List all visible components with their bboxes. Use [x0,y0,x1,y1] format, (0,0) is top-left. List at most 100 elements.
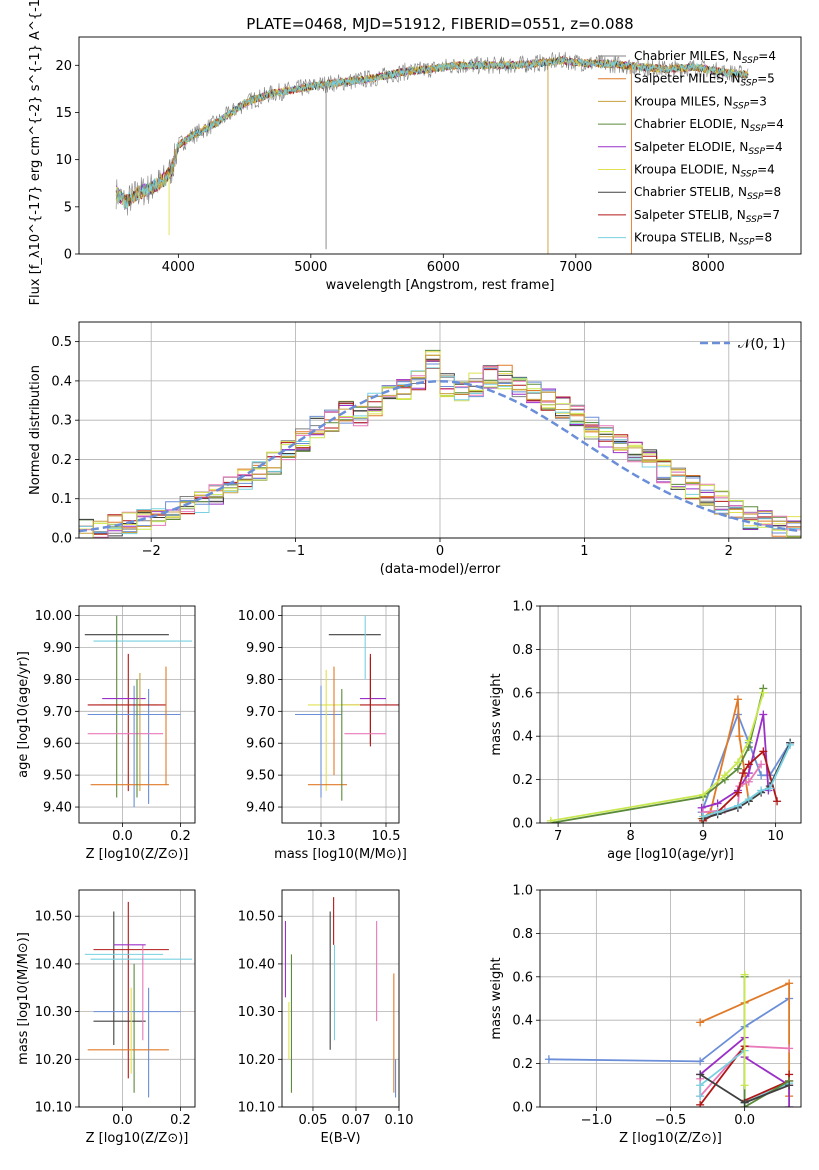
legend-entry: Salpeter STELIB, NSSP=7 [634,208,780,225]
y-tick-label: 10.20 [35,1053,72,1068]
x-axis-label: wavelength [Angstrom, rest frame] [326,278,555,293]
y-tick-label: 1.0 [512,884,533,899]
mass-vs-ebv-plot-area [284,897,397,1098]
x-tick-label: 7 [554,829,562,844]
y-tick-label: 10.10 [35,1101,72,1116]
axes-frame [78,889,196,1108]
axes-frame [539,889,802,1108]
axes-frame [539,605,802,824]
age-vs-mass-plot-area [295,615,399,801]
y-tick-label: 9.40 [43,801,72,816]
x-tick-label: 0.07 [342,1113,371,1128]
mass-weight-series-line [701,714,770,809]
y-tick-label: 0.2 [512,773,533,788]
y-tick-label: 0.4 [512,1014,533,1029]
y-tick-label: 0.4 [51,374,72,389]
axes-frame [281,889,400,1108]
spectrum-series-line [115,57,749,208]
y-tick-label: 0.2 [51,453,72,468]
legend-entry: 𝒩(0, 1) [738,337,785,352]
mass-weight-vs-z-panel: −1.0 −0.5 0.0 0.0 0.2 0.4 0.6 0.8 1.0 Z [log10(Z/… [489,884,802,1146]
y-tick-label: 10.00 [238,609,275,624]
spectrum-legend: Chabrier MILES, NSSP=4 Salpeter MILES, NS… [598,49,784,248]
age-vs-z-plot-area [84,615,193,808]
y-tick-label: 10.40 [35,957,72,972]
x-tick-label: 5000 [294,260,327,275]
y-tick-label: 0.0 [512,1101,533,1116]
y-tick-label: 9.50 [43,769,72,784]
y-tick-label: 10.50 [35,910,72,925]
x-axis-label: age [log10(age/yr)] [607,847,734,862]
x-tick-label: −1.0 [581,1113,613,1128]
spectrum-plot-area [115,51,749,254]
mass-vs-z-plot-area [84,901,193,1098]
mass-weight-vs-age-panel: 7 8 9 10 0.0 0.2 0.4 0.6 0.8 1.0 age [log10(age/yr… [489,600,802,862]
y-tick-label: 1.0 [512,600,533,615]
x-tick-label: 2 [725,544,733,559]
mass-weight-series-line [701,699,750,820]
y-tick-label: 0.6 [512,970,533,985]
x-tick-label: −0.5 [655,1113,687,1128]
x-axis-label: mass [log10(M/M⊙)] [274,847,407,862]
y-tick-label: 9.80 [246,673,275,688]
y-tick-label: 0.3 [51,414,72,429]
residual-histogram-panel: −2 −1 0 1 2 0.0 0.1 0.2 0.3 0.4 0.5 (data-model)/er… [28,321,802,577]
y-axis-label: mass weight [489,957,504,1039]
x-axis-label: Z [log10(Z/Z⊙)] [619,1131,722,1146]
y-tick-label: 0.4 [512,730,533,745]
y-tick-label: 0.8 [512,927,533,942]
axes-frame [78,605,196,824]
y-tick-label: 0.0 [512,817,533,832]
histogram-legend: 𝒩(0, 1) [700,337,785,352]
axes-frame [281,605,400,824]
x-tick-label: 0.0 [112,829,133,844]
axes-frame [78,321,802,539]
age-vs-z-panel: 0.0 0.2 9.40 9.50 9.60 9.70 9.80 9.90 10.00 Z [lo… [16,605,196,862]
y-tick-label: 5 [64,200,72,215]
normal-curve [79,380,799,533]
x-tick-label: 0.05 [298,1113,327,1128]
y-tick-label: 0 [64,248,72,263]
x-axis-label: Z [log10(Z/Z⊙)] [86,847,189,862]
x-tick-label: 4000 [162,260,195,275]
y-tick-label: 9.80 [43,673,72,688]
y-tick-label: 10.50 [238,910,275,925]
y-tick-label: 10.30 [238,1005,275,1020]
y-tick-label: 9.60 [246,737,275,752]
x-tick-label: 8000 [692,260,725,275]
x-tick-label: 7000 [559,260,592,275]
y-tick-label: 9.90 [43,641,72,656]
y-axis-label: mass weight [489,673,504,755]
y-tick-label: 0.0 [51,532,72,547]
legend-entry: Kroupa ELODIE, NSSP=4 [634,163,775,180]
y-tick-label: 0.1 [51,492,72,507]
y-tick-label: 9.70 [43,705,72,720]
y-axis-label: Normed distribution [28,365,43,495]
figure-title: PLATE=0468, MJD=51912, FIBERID=0551, z=0… [246,15,633,33]
legend-entry: Salpeter MILES, NSSP=5 [634,72,775,89]
mass-vs-ebv-panel: 0.05 0.07 0.10 10.10 10.20 10.30 10.40 10.50 E(B… [238,889,413,1146]
mass-weight-vs-age-plot-area [546,684,795,823]
y-tick-label: 10.30 [35,1005,72,1020]
mass-vs-z-panel: 0.0 0.2 10.10 10.20 10.30 10.40 10.50 Z [log10(… [16,889,196,1146]
mass-weight-vs-z-plot-area [544,970,794,1107]
y-tick-label: 9.70 [246,705,275,720]
y-tick-label: 10.20 [238,1053,275,1068]
y-tick-label: 10.00 [35,609,72,624]
spectrum-series-line [115,56,749,209]
legend-entry: Chabrier ELODIE, NSSP=4 [634,117,784,134]
y-tick-label: 10.10 [238,1101,275,1116]
y-tick-label: 9.50 [246,769,275,784]
y-tick-label: 10 [55,153,72,168]
x-tick-label: 0 [436,544,444,559]
y-axis-label: age [log10(age/yr)] [16,651,31,778]
x-tick-label: 10.5 [372,829,401,844]
y-tick-label: 9.40 [246,801,275,816]
x-axis-label: (data-model)/error [380,562,501,577]
mass-weight-series-line [550,688,765,823]
y-axis-label: Flux [f_λ10^{-17} erg cm^{-2} s^{-1} A^{… [28,0,43,305]
x-axis-label: E(B-V) [320,1131,360,1146]
x-tick-label: 8 [626,829,634,844]
x-tick-label: 9 [699,829,707,844]
